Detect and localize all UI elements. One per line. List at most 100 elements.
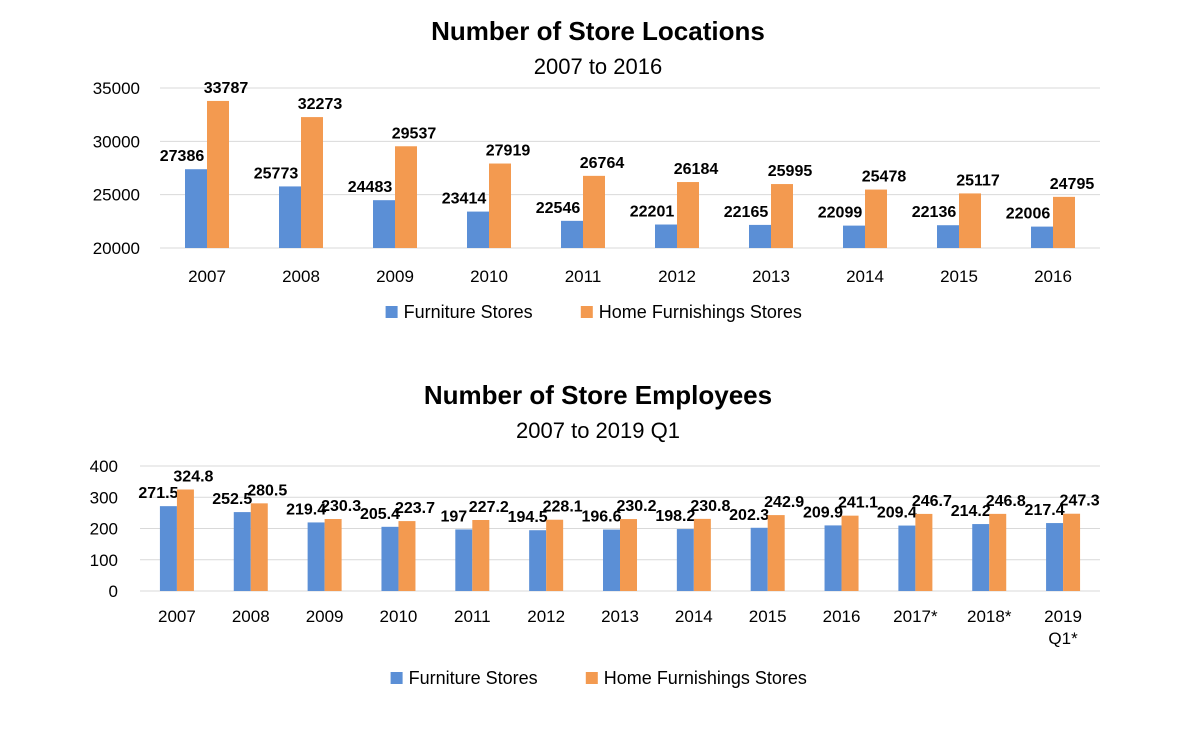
employees-data-label: 217.4 <box>1025 502 1065 519</box>
locations-legend-label: Furniture Stores <box>404 302 533 322</box>
locations-bar-furniture <box>749 224 771 248</box>
locations-bar-home-furnishings <box>207 100 229 249</box>
locations-bar-furniture <box>467 211 489 248</box>
employees-bar-home-furnishings <box>841 515 859 591</box>
locations-bar-furniture <box>1031 226 1053 248</box>
employees-bar-home-furnishings <box>693 518 711 591</box>
locations-bar-home-furnishings <box>583 175 605 248</box>
employees-data-label: 214.2 <box>951 503 991 520</box>
employees-bar-furniture <box>1046 523 1064 591</box>
employees-x-tick-label: 2018* <box>967 607 1012 626</box>
employees-data-label: 242.9 <box>764 494 804 511</box>
employees-bar-home-furnishings <box>1063 513 1081 591</box>
employees-data-label: 223.7 <box>395 500 435 517</box>
store-employees-chart: Number of Store Employees 2007 to 2019 Q1… <box>90 380 1100 688</box>
locations-data-label: 27919 <box>486 143 531 160</box>
employees-bar-home-furnishings <box>546 519 564 591</box>
locations-x-tick-label: 2009 <box>376 267 414 286</box>
employees-y-tick-label: 400 <box>90 457 118 476</box>
store-locations-chart: Number of Store Locations 2007 to 2016 200… <box>93 16 1100 322</box>
locations-bar-home-furnishings <box>677 182 699 248</box>
employees-x-tick-label: 2015 <box>749 607 787 626</box>
locations-x-tick-label: 2011 <box>565 267 602 286</box>
locations-data-label: 22136 <box>912 204 957 221</box>
employees-data-label: 194.5 <box>508 509 548 526</box>
locations-data-label: 22165 <box>724 204 769 221</box>
locations-data-label: 27386 <box>160 148 205 165</box>
locations-bar-home-furnishings <box>301 117 323 248</box>
employees-data-label: 246.8 <box>986 493 1026 510</box>
locations-data-label: 32273 <box>298 96 343 113</box>
employees-legend-label: Furniture Stores <box>409 668 538 688</box>
employees-data-label: 247.3 <box>1060 493 1100 510</box>
employees-y-tick-label: 100 <box>90 551 118 570</box>
locations-data-label: 22201 <box>630 204 675 221</box>
locations-bar-home-furnishings <box>1053 196 1075 248</box>
locations-bar-furniture <box>373 200 395 248</box>
locations-legend-swatch-furniture <box>385 306 398 318</box>
employees-data-label: 230.3 <box>321 498 361 515</box>
employees-bar-furniture <box>676 529 694 591</box>
employees-bar-home-furnishings <box>767 515 785 591</box>
employees-chart-subtitle: 2007 to 2019 Q1 <box>516 418 680 443</box>
employees-x-tick-label: 2011 <box>454 607 491 626</box>
employees-chart-title: Number of Store Employees <box>424 380 772 410</box>
employees-x-tick-label: 2010 <box>380 607 418 626</box>
locations-bar-home-furnishings <box>771 184 793 248</box>
employees-data-label: 205.4 <box>360 506 400 523</box>
locations-legend-label: Home Furnishings Stores <box>599 302 802 322</box>
employees-y-tick-label: 300 <box>90 488 118 507</box>
employees-legend-swatch-home-furnishings <box>585 672 598 684</box>
employees-bar-furniture <box>455 529 473 591</box>
employees-data-label: 209.9 <box>803 504 843 521</box>
locations-y-tick-label: 20000 <box>93 239 140 258</box>
employees-bar-furniture <box>824 525 842 591</box>
locations-data-label: 29537 <box>392 125 437 142</box>
locations-data-label: 25995 <box>768 163 813 180</box>
locations-bar-furniture <box>561 220 583 248</box>
employees-x-tick-label: 2014 <box>675 607 713 626</box>
locations-chart-title: Number of Store Locations <box>431 16 765 46</box>
employees-bar-home-furnishings <box>915 513 933 591</box>
locations-bar-furniture <box>843 225 865 248</box>
employees-bar-furniture <box>898 525 916 591</box>
locations-y-tick-label: 30000 <box>93 132 140 151</box>
employees-bar-furniture <box>529 530 547 591</box>
employees-data-label: 324.8 <box>173 469 213 486</box>
locations-x-tick-label: 2010 <box>470 267 508 286</box>
employees-data-label: 252.5 <box>212 491 252 508</box>
employees-bar-home-furnishings <box>620 519 637 591</box>
locations-bar-furniture <box>937 225 959 248</box>
employees-y-tick-label: 200 <box>90 520 118 539</box>
employees-data-label: 227.2 <box>469 499 509 516</box>
employees-bar-home-furnishings <box>324 519 342 591</box>
locations-y-tick-label: 25000 <box>93 186 140 205</box>
employees-bar-home-furnishings <box>989 513 1007 591</box>
locations-data-label: 24795 <box>1050 176 1095 193</box>
locations-x-tick-label: 2015 <box>940 267 978 286</box>
locations-data-label: 26764 <box>580 155 625 172</box>
employees-bar-furniture <box>750 527 768 591</box>
employees-x-tick-label: 2013 <box>601 607 639 626</box>
locations-bar-home-furnishings <box>959 193 981 248</box>
locations-data-label: 33787 <box>204 80 249 97</box>
locations-data-label: 25478 <box>862 169 907 186</box>
employees-bar-home-furnishings <box>472 520 490 591</box>
locations-x-tick-label: 2007 <box>188 267 226 286</box>
locations-data-label: 22546 <box>536 200 581 217</box>
employees-bar-home-furnishings <box>398 521 416 591</box>
employees-bar-home-furnishings <box>176 489 194 591</box>
locations-data-label: 22006 <box>1006 206 1051 223</box>
employees-x-tick-label: 2012 <box>527 607 565 626</box>
employees-data-label: 228.1 <box>543 499 583 516</box>
employees-x-tick-label: 2009 <box>306 607 344 626</box>
locations-x-tick-label: 2008 <box>282 267 320 286</box>
employees-bar-home-furnishings <box>250 503 268 591</box>
locations-x-tick-label: 2014 <box>846 267 884 286</box>
employees-bar-furniture <box>603 529 620 591</box>
locations-x-tick-label: 2016 <box>1034 267 1072 286</box>
locations-bar-furniture <box>185 169 207 248</box>
locations-x-tick-label: 2013 <box>752 267 790 286</box>
